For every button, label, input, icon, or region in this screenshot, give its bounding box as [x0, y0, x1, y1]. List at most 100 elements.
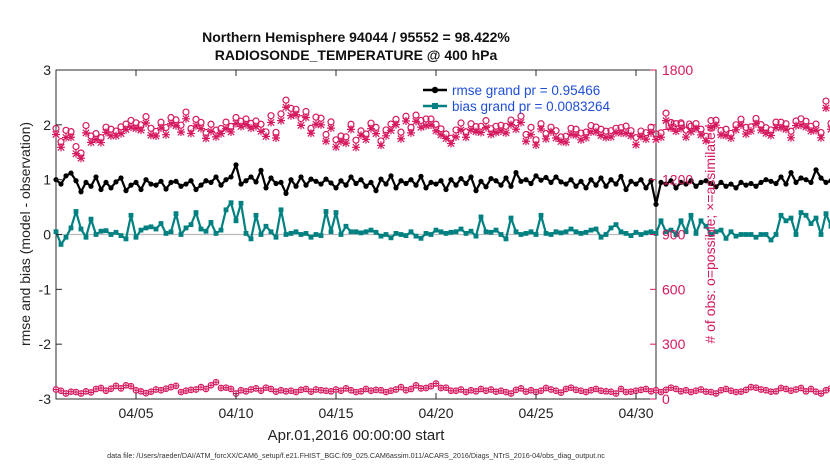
- obs-possible-point-70: [402, 112, 410, 120]
- y-left-tick-label-0: -3: [39, 391, 52, 407]
- y-axis-left-ticks: -3 -2 -1 0 1 2 3: [39, 62, 62, 407]
- rmse-point-61: [358, 177, 364, 183]
- obs-lower-cross-28: [193, 386, 199, 393]
- bias-point-16: [133, 234, 139, 240]
- rmse-point-76: [433, 181, 439, 187]
- rmse-point-8: [93, 174, 99, 180]
- rmse-point-22: [163, 186, 169, 192]
- bias-point-137: [738, 232, 744, 237]
- x-tick-label-5: 04/30: [618, 405, 653, 421]
- bias-point-46: [283, 232, 289, 237]
- bias-point-78: [443, 231, 449, 236]
- obs-lower-cross-61: [358, 388, 364, 395]
- obs-assimilated-point-153: [817, 133, 825, 142]
- obs-assimilated-point-131: [707, 123, 715, 132]
- obs-lower-cross-5: [78, 390, 84, 397]
- obs-possible-point-81: [457, 119, 465, 127]
- bias-point-133: [718, 227, 724, 233]
- obs-assimilated-point-135: [727, 134, 735, 143]
- bias-point-155: [828, 223, 830, 229]
- obs-lower-cross-149: [798, 385, 804, 392]
- rmse-point-56: [333, 185, 339, 191]
- bias-point-87: [488, 229, 494, 235]
- obs-possible-point-71: [407, 123, 415, 131]
- rmse-point-103: [568, 177, 574, 183]
- bias-point-31: [208, 220, 214, 225]
- obs-assimilated-point-127: [687, 127, 695, 136]
- bias-point-79: [448, 229, 454, 235]
- obs-assimilated-point-42: [262, 132, 270, 141]
- obs-lower-cross-2: [63, 390, 69, 397]
- bias-point-113: [618, 229, 624, 235]
- obs-possible-point-68: [392, 115, 400, 123]
- obs-assimilated-point-107: [587, 127, 595, 136]
- obs-lower-cross-9: [98, 385, 104, 392]
- obs-assimilated-point-47: [287, 111, 295, 120]
- obs-assimilated-point-115: [627, 131, 635, 140]
- obs-possible-point-92: [512, 119, 520, 127]
- bias-point-70: [403, 233, 409, 238]
- bias-point-24: [173, 211, 179, 217]
- rmse-point-34: [223, 177, 229, 183]
- rmse-point-59: [348, 174, 354, 180]
- rmse-point-137: [738, 179, 744, 186]
- obs-possible-point-49: [297, 115, 305, 123]
- bias-point-0: [53, 229, 59, 235]
- rmse-point-134: [723, 183, 729, 189]
- bias-point-88: [493, 227, 499, 233]
- obs-lower-cross-19: [148, 388, 154, 395]
- obs-assimilated-point-104: [572, 131, 580, 140]
- rmse-point-149: [798, 175, 804, 181]
- obs-possible-point-106: [582, 128, 590, 136]
- obs-possible-point-147: [787, 127, 795, 135]
- obs-possible-point-54: [322, 130, 330, 139]
- obs-assimilated-point-85: [477, 128, 485, 137]
- rmse-point-139: [748, 180, 754, 187]
- bias-point-9: [98, 228, 104, 234]
- obs-assimilated-point-3: [67, 133, 75, 142]
- obs-count-assimilated-series: [52, 103, 830, 163]
- obs-assimilated-point-68: [392, 120, 400, 129]
- bias-point-126: [683, 229, 689, 235]
- obs-lower-cross-81: [458, 386, 464, 393]
- bias-point-14: [123, 236, 129, 242]
- obs-lower-cross-32: [213, 379, 219, 386]
- y-axis-left-label: rmse and bias (model - observation): [17, 122, 33, 346]
- rmse-point-80: [453, 182, 459, 188]
- obs-assimilated-point-44: [272, 133, 280, 142]
- rmse-point-104: [573, 183, 579, 189]
- obs-lower-cross-154: [823, 387, 829, 394]
- obs-assimilated-point-106: [582, 133, 590, 142]
- obs-assimilated-point-56: [332, 142, 340, 151]
- obs-assimilated-point-83: [467, 125, 475, 134]
- obs-possible-point-31: [207, 120, 215, 128]
- obs-assimilated-point-86: [482, 123, 490, 132]
- bias-point-10: [103, 228, 109, 234]
- rmse-point-71: [408, 177, 414, 183]
- rmse-point-55: [328, 180, 334, 186]
- obs-assimilated-point-69: [397, 134, 405, 143]
- obs-possible-point-135: [727, 129, 735, 138]
- bias-point-75: [428, 232, 434, 237]
- obs-lower-cross-121: [658, 389, 664, 396]
- bias-point-131: [708, 232, 714, 237]
- obs-lower-cross-62: [363, 385, 369, 392]
- obs-lower-cross-76: [433, 380, 439, 387]
- rmse-point-15: [128, 182, 134, 188]
- bias-point-64: [373, 229, 379, 235]
- obs-assimilated-point-117: [637, 132, 645, 141]
- bias-point-103: [568, 226, 574, 232]
- obs-lower-cross-10: [103, 387, 109, 394]
- obs-assimilated-point-105: [577, 135, 585, 144]
- rmse-point-69: [398, 178, 404, 184]
- rmse-point-130: [703, 178, 709, 184]
- bias-point-83: [468, 228, 474, 234]
- obs-possible-point-47: [287, 104, 295, 112]
- obs-possible-point-64: [372, 123, 380, 131]
- obs-assimilated-point-90: [502, 128, 510, 137]
- obs-possible-point-0: [52, 124, 60, 133]
- obs-lower-cross-31: [208, 382, 214, 389]
- rmse-point-10: [103, 179, 109, 186]
- y-right-tick-label-1: 300: [662, 336, 686, 352]
